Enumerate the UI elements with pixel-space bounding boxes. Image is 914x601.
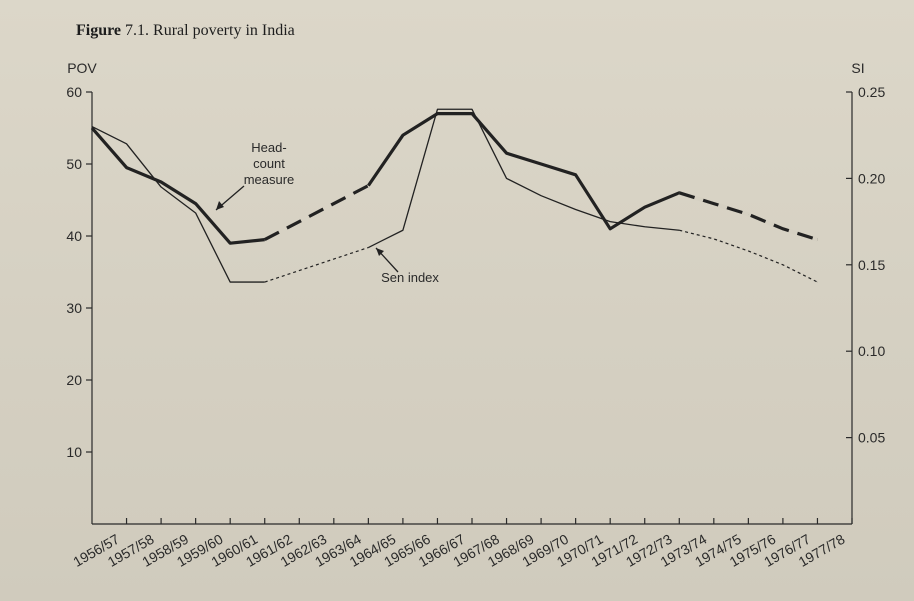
head-count-line: [90, 126, 265, 245]
right-tick-label: 0.10: [858, 343, 885, 359]
head-count-line: [367, 111, 818, 242]
axes: [91, 92, 853, 525]
left-tick-group: 10 20 30 40 50 60: [66, 84, 92, 460]
left-tick-label: 20: [66, 372, 82, 388]
series-layer: [90, 108, 819, 284]
head-count-tail-mask: [678, 190, 819, 242]
annotation-label: measure: [244, 172, 295, 187]
figure-caption: 7.1. Rural poverty in India: [125, 22, 295, 39]
figure-title: Figure 7.1. Rural poverty in India: [76, 22, 295, 40]
left-tick-label: 60: [66, 84, 82, 100]
left-tick-label: 50: [66, 156, 82, 172]
right-tick-label: 0.15: [858, 257, 885, 273]
sen-index-line: [91, 125, 265, 283]
annotation-label: count: [253, 156, 285, 171]
left-tick-label: 40: [66, 228, 82, 244]
left-tick-label: 10: [66, 444, 82, 460]
right-axis-title: SI: [851, 60, 864, 76]
right-tick-group: 0.05 0.10 0.15 0.20 0.25: [846, 84, 885, 446]
left-tick-label: 30: [66, 300, 82, 316]
right-tick-label: 0.20: [858, 170, 885, 186]
x-tick-group: 1956/571957/581958/591959/601960/611961/…: [70, 518, 853, 570]
sen-index-gap-line: [264, 246, 369, 283]
sen-index-line: [368, 108, 818, 283]
left-axis-title: POV: [67, 60, 97, 76]
right-tick-label: 0.25: [858, 84, 885, 100]
sen-index-arrowhead: [376, 248, 384, 256]
head-count-gap-line: [263, 184, 370, 242]
sen-index-tail-mask: [678, 229, 818, 284]
head-count-arrowhead: [216, 201, 224, 210]
annotation-label: Head-: [251, 140, 286, 155]
sen-index-tail-line: [679, 229, 818, 283]
annotation-label: Sen index: [381, 270, 439, 285]
figure-label: Figure: [76, 22, 122, 39]
right-tick-label: 0.05: [858, 430, 885, 446]
